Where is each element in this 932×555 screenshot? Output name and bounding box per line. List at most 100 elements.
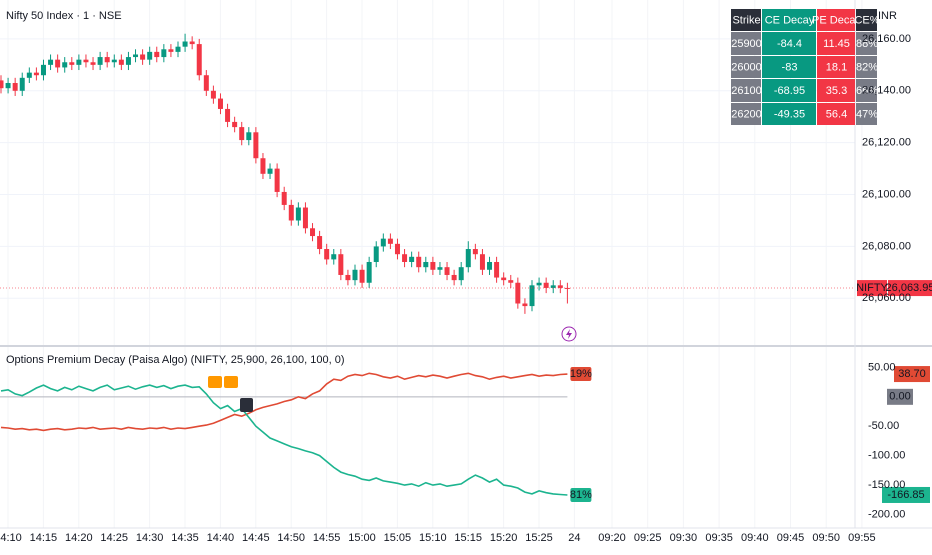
candle-body: [281, 191, 287, 205]
candle-body: [26, 72, 32, 78]
event-icon: [561, 326, 577, 342]
candle-body: [40, 64, 46, 76]
series-tag: [570, 367, 592, 382]
table-text: -68.95: [774, 85, 805, 97]
candle-body: [168, 49, 174, 52]
y-tick-label: 26,100.00: [862, 188, 911, 200]
time-label: 09:35: [705, 532, 733, 544]
time-label: 09:40: [741, 532, 769, 544]
candle-body: [111, 59, 117, 63]
table-cell: [731, 56, 761, 78]
signal-marker: [208, 376, 222, 388]
currency: INR: [878, 10, 897, 22]
candle-body: [515, 282, 521, 304]
candle-body: [76, 59, 82, 65]
candle-body: [97, 57, 103, 65]
y-tick-label: -50.00: [868, 420, 899, 432]
table-cell: [817, 56, 855, 78]
candle-body: [394, 243, 400, 255]
table-text: 82%: [856, 61, 878, 73]
table-text: CE%: [854, 14, 879, 26]
table-cell: [731, 32, 761, 55]
candle-body: [557, 285, 563, 288]
candle-body: [133, 54, 139, 58]
candle-body: [253, 132, 259, 159]
candle-body: [217, 98, 223, 109]
table-cell: [817, 9, 855, 31]
candle-body: [522, 303, 528, 307]
time-label: 15:15: [454, 532, 482, 544]
table-cell: [856, 56, 877, 78]
candle-body: [373, 246, 379, 262]
table-cell: [731, 79, 761, 102]
candle-body: [345, 274, 351, 281]
candle-body: [536, 282, 542, 286]
table-text: 26000: [731, 61, 762, 73]
y-tick-label: 26,140.00: [862, 85, 911, 97]
table-cell: [762, 79, 816, 102]
table-cell: [731, 9, 761, 31]
table-text: CE Decay: [765, 14, 815, 26]
time-label: 14:25: [100, 532, 128, 544]
time-label: 14:40: [207, 532, 235, 544]
candle-body: [324, 249, 330, 260]
candle-body: [33, 72, 39, 76]
candle-body: [501, 277, 507, 281]
time-label: 09:50: [812, 532, 840, 544]
candle-body: [19, 77, 25, 91]
y-tick-label: 26,080.00: [862, 240, 911, 252]
candle-body: [331, 254, 337, 260]
table-text: 11.45: [823, 38, 850, 50]
candle-body: [366, 261, 372, 283]
candle-body: [338, 254, 344, 275]
table-text: PE Decay: [812, 14, 861, 26]
y-tick-label: 26,160.00: [862, 33, 911, 45]
time-label: 14:10: [0, 532, 22, 544]
y-tick-label: 50.00: [868, 361, 896, 373]
candle-body: [260, 158, 266, 174]
candle-body: [444, 267, 450, 275]
last-value-text: 38.70: [898, 368, 926, 380]
time-label: 14:35: [171, 532, 199, 544]
table-text: 35.3: [826, 85, 847, 97]
candle-body: [423, 261, 429, 268]
last-value-text: -166.85: [887, 489, 924, 501]
last-value-tag: [882, 486, 930, 503]
y-tick-label: -150.00: [868, 479, 905, 491]
candle-body: [55, 59, 61, 68]
candle-body: [161, 49, 167, 58]
candle-body: [182, 41, 188, 47]
table-cell: [762, 9, 816, 31]
candle-body: [239, 127, 245, 141]
table-text: 18.1: [826, 61, 847, 73]
candle-body: [380, 238, 386, 247]
candle-body: [310, 228, 316, 237]
time-label: 09:20: [598, 532, 626, 544]
candle-body: [451, 274, 457, 281]
table-text: Strike: [732, 14, 760, 26]
candle-body: [196, 44, 202, 76]
candle-body: [175, 46, 181, 52]
candle-body: [12, 83, 18, 91]
table-text: 66%: [856, 85, 878, 97]
y-tick-label: -200.00: [868, 508, 905, 520]
candle-body: [302, 207, 308, 229]
candle-body: [508, 280, 514, 283]
table-cell: [762, 103, 816, 125]
time-label: 14:50: [277, 532, 305, 544]
candle-body: [140, 54, 146, 60]
series-tag-text: 81%: [570, 489, 592, 501]
candle-body: [246, 132, 252, 141]
series-line: [0, 384, 568, 496]
candle-body: [203, 75, 209, 91]
candle-body: [232, 121, 238, 128]
chart-title: Nifty 50 Index · 1 · NSE: [6, 10, 122, 22]
candle-body: [437, 267, 443, 270]
table-text: -84.4: [777, 38, 802, 50]
candle-body: [118, 59, 124, 65]
time-label: 09:55: [848, 532, 876, 544]
candle-body: [472, 249, 478, 255]
table-cell: [856, 103, 877, 125]
series-line: [0, 372, 568, 432]
